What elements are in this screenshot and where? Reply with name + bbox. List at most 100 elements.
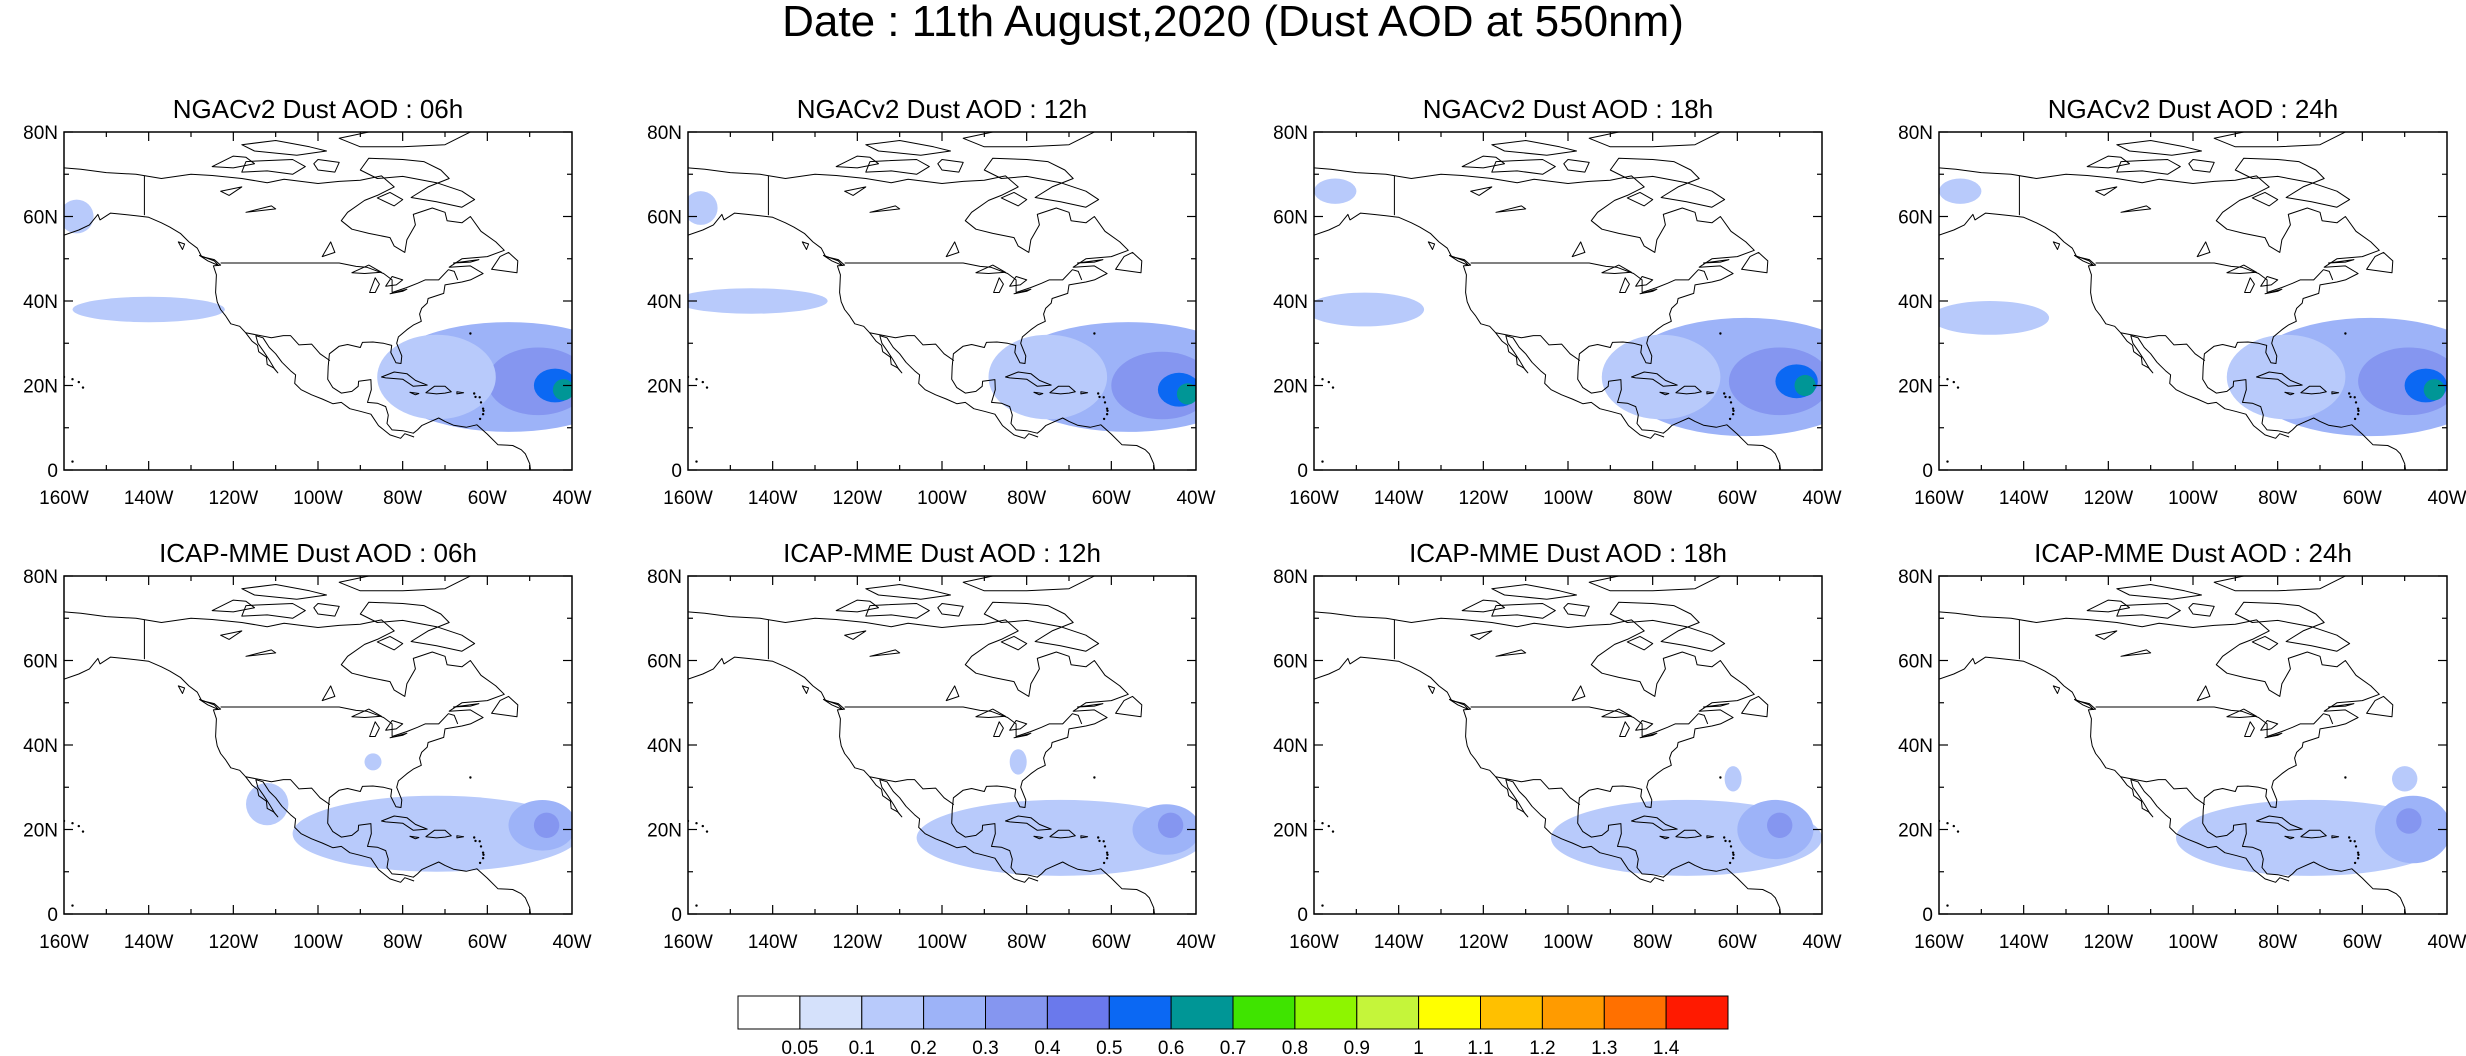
lake-outline [945, 685, 960, 702]
island-outline [2086, 599, 2130, 613]
lake-outline [321, 685, 336, 702]
lon-label: 140W [124, 488, 174, 509]
island-outline [983, 157, 1100, 208]
lake-outline [385, 276, 404, 287]
map-panel-icap-mme-24h: ICAP-MME Dust AOD : 24h 80N 60N 40N 20N 0 160W… [1875, 538, 2466, 968]
lon-label: 120W [1459, 488, 1509, 509]
island-outline [865, 140, 951, 156]
panel-title: ICAP-MME Dust AOD : 12h [783, 538, 1101, 568]
island-outline [1005, 371, 1052, 387]
island-outline [801, 685, 810, 694]
lat-label: 60N [1898, 652, 1933, 673]
lake-outline [369, 277, 380, 293]
lat-label: 20N [1898, 377, 1933, 398]
island-outline [1080, 835, 1089, 839]
small-island [695, 460, 698, 463]
lake-outline [1495, 649, 1527, 657]
dust-plume-aod-0.1 [1939, 178, 1982, 204]
island-outline [1659, 835, 1670, 840]
small-island [2353, 396, 2356, 399]
island-outline [1427, 685, 1436, 694]
atlantic-coastline [64, 167, 531, 470]
island-outline [1609, 157, 1726, 208]
map-plot: 80N 60N 40N 20N 0 160W 140W 120W 100W 80W 60W 40W [1898, 123, 2466, 509]
lat-label: 80N [23, 567, 58, 588]
small-island [1732, 409, 1735, 412]
lake-outline [1495, 205, 1527, 213]
colorbar-label: 0.9 [1344, 1038, 1370, 1056]
small-island [473, 392, 476, 395]
island-outline [1609, 601, 1726, 652]
dust-plume-aod-0.1 [1314, 178, 1357, 204]
lon-label: 80W [2258, 488, 2297, 509]
small-island [81, 386, 85, 389]
small-island [1728, 417, 1732, 421]
island-outline [1427, 241, 1436, 250]
small-island [1321, 378, 1324, 381]
panel-title: NGACv2 Dust AOD : 12h [796, 94, 1088, 124]
lat-label: 0 [1297, 905, 1308, 926]
small-island [1102, 840, 1105, 843]
us-mexico-border [245, 776, 331, 806]
island-outline [1626, 635, 1654, 651]
island-outline [1626, 191, 1654, 207]
small-island [1724, 839, 1727, 843]
island-outline [2328, 703, 2355, 708]
lake-outline [1639, 732, 1658, 739]
pacific-coastline [1314, 656, 1665, 883]
pacific-coastline [1939, 212, 2290, 439]
atlantic-coastline [1939, 167, 2406, 470]
small-island [1719, 332, 1722, 335]
island-outline [835, 599, 879, 613]
small-island [1331, 830, 1335, 833]
map-plot: 80N 60N 40N 20N 0 160W 140W 120W 100W 80W 60W 40W [647, 567, 1215, 953]
island-outline [1631, 371, 1678, 387]
aod-field [1314, 178, 1822, 437]
colorbar-swatch [1108, 995, 1172, 1030]
dust-plume-aod-0.1 [988, 334, 1108, 420]
lon-label: 140W [1999, 932, 2049, 953]
island-outline [2234, 157, 2351, 208]
lat-label: 60N [647, 652, 682, 673]
map-panel-icap-mme-12h: ICAP-MME Dust AOD : 12h 80N 60N 40N 20N 0 160W… [624, 538, 1264, 968]
island-outline [2256, 815, 2303, 831]
island-outline [1461, 599, 1505, 613]
small-island [1728, 396, 1731, 399]
small-island [1105, 407, 1109, 410]
panel-title: NGACv2 Dust AOD : 24h [2047, 94, 2339, 124]
small-island [1331, 386, 1335, 389]
small-island [2344, 332, 2347, 335]
island-outline [425, 385, 452, 395]
map-plot: 80N 60N 40N 20N 0 160W 140W 120W 100W 80W 60W 40W [23, 123, 591, 509]
panel-title: NGACv2 Dust AOD : 06h [172, 94, 464, 124]
us-canada-border [220, 262, 459, 293]
island-outline [1563, 603, 1590, 617]
small-island [701, 824, 704, 828]
island-outline [801, 241, 810, 250]
island-outline [865, 159, 930, 175]
map-plot: 80N 60N 40N 20N 0 160W 140W 120W 100W 80W 60W 40W [23, 567, 591, 953]
island-outline [409, 391, 420, 396]
island-outline [491, 251, 519, 274]
small-island [1731, 857, 1735, 860]
small-island [1956, 830, 1960, 833]
island-outline [177, 241, 186, 250]
lake-outline [1635, 276, 1654, 287]
island-outline [2251, 635, 2279, 651]
lake-outline [321, 241, 336, 258]
lon-label: 40W [2427, 932, 2466, 953]
small-island [2356, 413, 2360, 416]
lon-label: 60W [2343, 488, 2382, 509]
small-island [71, 904, 74, 907]
lat-label: 80N [1273, 123, 1308, 144]
lon-label: 60W [468, 932, 507, 953]
lon-label: 100W [1543, 932, 1593, 953]
lat-label: 40N [647, 736, 682, 757]
island-outline [823, 254, 843, 266]
small-island [1321, 904, 1324, 907]
small-island [1105, 857, 1109, 860]
lat-label: 20N [1898, 821, 1933, 842]
map-plot: 80N 60N 40N 20N 0 160W 140W 120W 100W 80W 60W 40W [1898, 567, 2466, 953]
small-island [2353, 840, 2356, 843]
small-island [1946, 904, 1949, 907]
